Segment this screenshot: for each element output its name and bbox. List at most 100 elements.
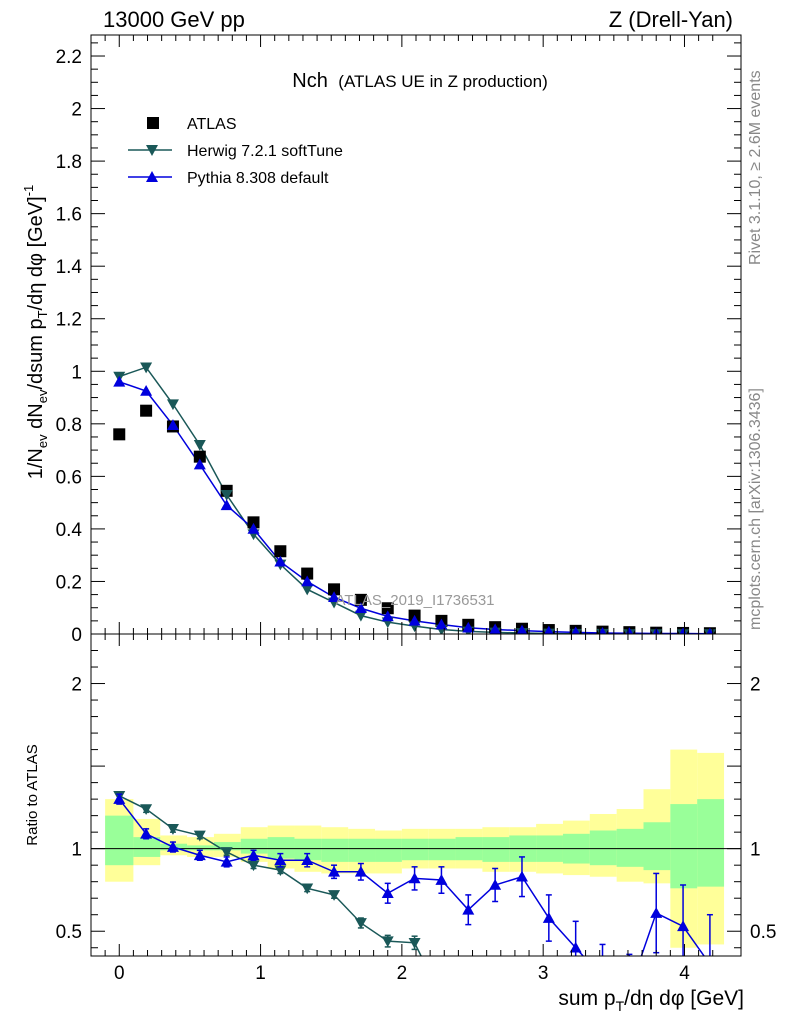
main-atlas-point <box>301 567 314 580</box>
main-herwig-point <box>301 584 314 596</box>
ratio-pythia-point <box>677 920 690 932</box>
ratio-ytick-label: 1 <box>71 840 82 861</box>
main-pythia-point <box>274 555 287 567</box>
main-ytick-label: 0.4 <box>56 520 83 541</box>
main-atlas-point <box>140 404 153 417</box>
ratio-ytick-label: 0.5 <box>56 922 82 943</box>
main-pythia-point <box>435 618 448 630</box>
main-pythia-point <box>516 624 528 634</box>
legend-atlas-marker <box>147 117 159 129</box>
ratio-pythia-point <box>515 870 528 882</box>
ratio-herwig-point <box>166 824 179 835</box>
main-title-group: Nch (ATLAS UE in Z production) <box>292 70 547 92</box>
ratio-band-inner-bin <box>267 837 295 859</box>
ratio-y-axis-label: Ratio to ATLAS <box>24 744 41 845</box>
ratio-herwig-point <box>381 936 394 948</box>
main-pythia-point <box>544 625 554 634</box>
ratio-band-inner-bin <box>213 842 241 851</box>
main-pythia-point <box>247 522 260 534</box>
mcplots-label: mcplots.cern.ch [arXiv:1306.3436] <box>747 388 764 630</box>
main-y-axis-label: 1/Nev dNev/dsum pT/dη dφ [GeV]-1 <box>21 185 50 480</box>
x-axis-label: sum pT/dη dφ [GeV] <box>558 987 744 1014</box>
ratio-herwig-point <box>140 804 153 816</box>
ratio-herwig-point <box>274 865 287 877</box>
ratio-ytick-label: 2 <box>71 675 82 696</box>
main-ytick-label: 0 <box>71 625 82 646</box>
main-ytick-label: 0.2 <box>56 572 82 593</box>
main-axes: 0 0.2 0.4 0.6 0.8 1 1.2 1.4 1.6 1.8 2 2.2 <box>56 34 742 646</box>
rivet-label: Rivet 3.1.10, ≥ 2.6M events <box>747 70 764 265</box>
ratio-band-inner-bin <box>616 828 644 867</box>
ratio-pythia-point <box>301 854 314 866</box>
main-pythia-point <box>489 623 501 634</box>
ratio-herwig-point <box>247 860 260 872</box>
ratio-pythia-point <box>462 903 475 915</box>
legend-item-atlas: ATLAS <box>147 116 237 133</box>
ratio-panel <box>91 749 741 1003</box>
ratio-band-inner-bin <box>321 838 349 862</box>
legend-pythia-label: Pythia 8.308 default <box>187 170 329 187</box>
ratio-xtick-label: 1 <box>255 963 266 984</box>
main-subtitle: (ATLAS UE in Z production) <box>338 72 547 91</box>
ratio-band-inner-bin <box>697 799 725 887</box>
ratio-xtick-label: 4 <box>679 963 690 984</box>
main-pythia-point <box>408 614 421 626</box>
main-pythia-point <box>328 591 341 603</box>
ratio-herwig-point <box>301 883 314 895</box>
ratio-band-inner-bin <box>348 838 376 862</box>
main-ytick-label: 1.4 <box>56 257 83 278</box>
legend: ATLAS Herwig 7.2.1 softTune Pythia 8.308… <box>128 116 343 187</box>
main-herwig-point <box>140 362 153 374</box>
ratio-pythia-point <box>166 841 179 852</box>
legend-herwig-label: Herwig 7.2.1 softTune <box>187 143 343 160</box>
ratio-band-inner-bin <box>187 845 214 851</box>
main-atlas-point <box>247 516 260 529</box>
main-ytick-label: 1.6 <box>56 205 82 226</box>
ratio-pythia-point <box>354 865 367 877</box>
header-left: 13000 GeV pp <box>103 7 245 32</box>
ratio-herwig-point <box>220 847 233 858</box>
ratio-band-inner-bin <box>670 804 698 889</box>
ratio-pythia-point <box>274 854 287 866</box>
main-pythia-point <box>354 602 367 614</box>
main-ytick-label: 2 <box>71 100 82 121</box>
main-ytick-label: 0.6 <box>56 467 82 488</box>
ratio-pythia-point <box>381 887 394 899</box>
legend-item-herwig: Herwig 7.2.1 softTune <box>128 143 343 160</box>
ratio-band-inner-bin <box>105 815 134 866</box>
main-herwig-point <box>193 440 206 451</box>
main-pythia-point <box>220 499 233 511</box>
ratio-herwig-point <box>435 992 447 1003</box>
ratio-axes: 0 1 2 3 4 0.5 0.5 1 1 2 2 <box>56 633 776 984</box>
main-atlas-point <box>354 593 367 606</box>
main-herwig-point <box>220 489 233 501</box>
main-atlas-point <box>193 450 206 463</box>
main-pythia-point <box>381 610 394 622</box>
ratio-pythia-point <box>193 849 206 861</box>
ratio-band-inner-bin <box>428 838 456 861</box>
ratio-pythia-point <box>140 827 153 839</box>
main-atlas-point <box>113 428 126 441</box>
main-atlas-point <box>328 583 341 596</box>
legend-pythia-marker <box>146 171 158 182</box>
ratio-herwig-point <box>193 830 206 842</box>
ratio-xtick-label: 3 <box>538 963 549 984</box>
ratio-pythia-point <box>489 878 502 890</box>
main-pythia-point <box>166 419 179 430</box>
ratio-herwig-point <box>408 937 421 949</box>
ratio-band-inner-bin <box>589 830 617 866</box>
ratio-pythia-point <box>569 941 582 953</box>
main-herwig-point <box>354 610 367 622</box>
main-pythia-point <box>140 384 153 396</box>
ratio-band-inner-bin <box>133 837 161 857</box>
main-title: Nch <box>292 70 328 92</box>
main-ytick-label: 1.2 <box>56 310 82 331</box>
header-right: Z (Drell-Yan) <box>609 7 733 32</box>
main-ytick-label: 2.2 <box>56 47 82 68</box>
ratio-pythia-point <box>597 971 609 982</box>
main-atlas-point <box>381 602 394 615</box>
main-ytick-label: 1.8 <box>56 152 82 173</box>
ratio-pythia-point <box>220 855 233 867</box>
main-pythia-point <box>571 626 580 634</box>
